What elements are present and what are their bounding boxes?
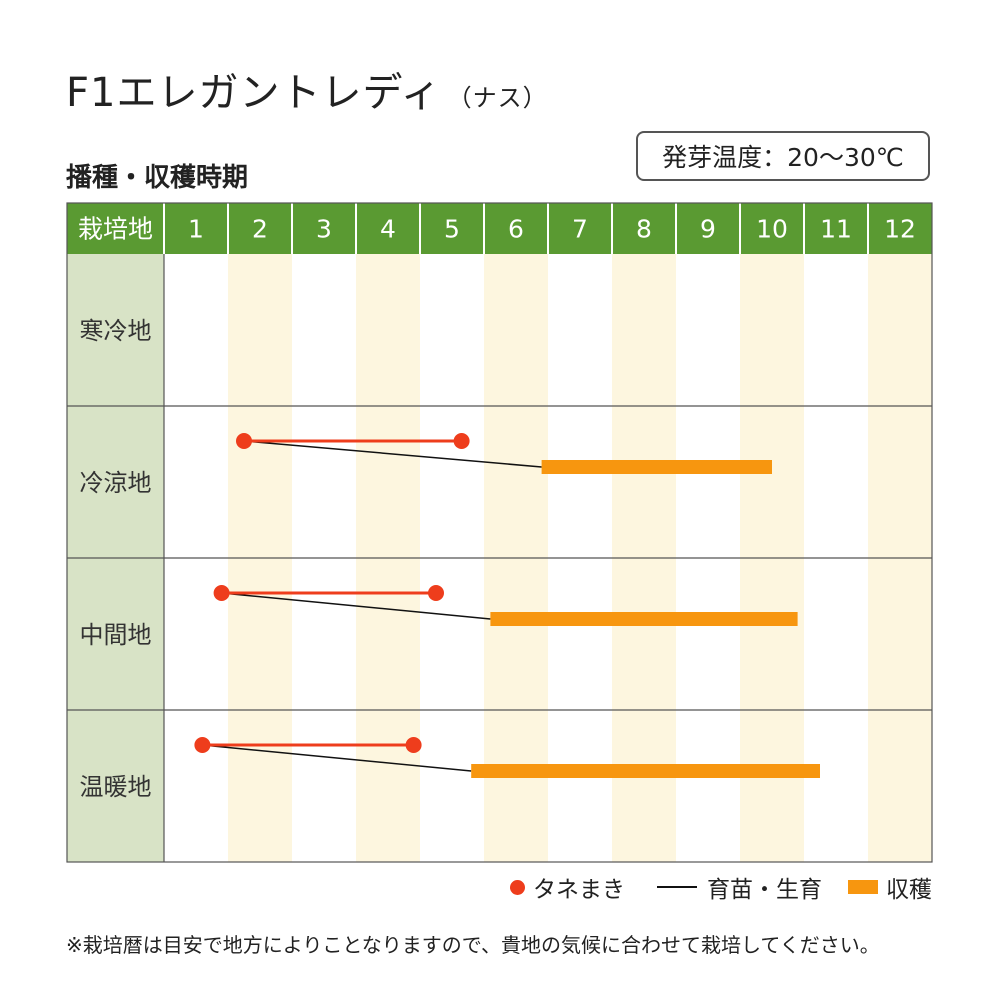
sowing-end-dot [428,585,444,601]
legend-harvest: 収穫 [848,870,932,904]
sowing-start-dot [213,585,230,601]
harvest-bar-icon [848,880,878,894]
month-label: 5 [444,215,460,244]
region-label: 寒冷地 [80,317,152,345]
growing-line-icon [657,886,697,888]
month-label: 2 [252,215,268,244]
month-label: 8 [636,215,652,244]
month-label: 12 [884,215,916,244]
harvest-bar [490,612,798,626]
legend-growing: 育苗・生育 [657,870,822,904]
section-title: 播種・収穫時期 [66,163,249,193]
legend-growing-label: 育苗・生育 [707,877,822,903]
month-label: 7 [572,215,588,244]
page-title: F1エレガントレディ （ナス） [66,60,548,118]
chart-header-background [67,203,932,254]
growing-line [221,592,491,620]
legend-sowing-label: タネまき [533,877,625,903]
sowing-start-dot [194,737,211,753]
month-label: 4 [380,215,396,244]
region-label: 温暖地 [80,773,152,801]
sowing-start-dot [236,433,252,449]
harvest-bar [541,460,772,474]
month-label: 10 [756,215,788,244]
month-label: 11 [820,215,852,244]
title-sub: （ナス） [447,84,548,112]
month-label: 1 [188,215,204,244]
legend-sowing: タネまき [510,870,625,904]
footnote: ※栽培暦は目安で地方によりことなりますので、貴地の気候に合わせて栽培してください… [66,933,880,957]
month-label: 3 [316,215,332,244]
region-label: 冷涼地 [80,469,152,497]
title-main: F1エレガントレディ [66,70,442,116]
legend-harvest-label: 収穫 [886,877,932,903]
region-label: 中間地 [80,621,152,649]
harvest-bar [471,764,820,778]
growing-line [243,440,542,468]
chart-outer-border [66,202,933,863]
month-label: 9 [700,215,716,244]
sowing-end-dot [453,433,470,449]
header-region-label: 栽培地 [78,215,153,244]
germination-temperature-label: 発芽温度：20～30℃ [662,143,904,172]
sowing-end-dot [405,737,422,753]
germination-temperature-box: 発芽温度：20～30℃ [636,131,930,181]
growing-line [202,744,472,772]
month-label: 6 [508,215,524,244]
sowing-marker-icon [510,879,525,895]
